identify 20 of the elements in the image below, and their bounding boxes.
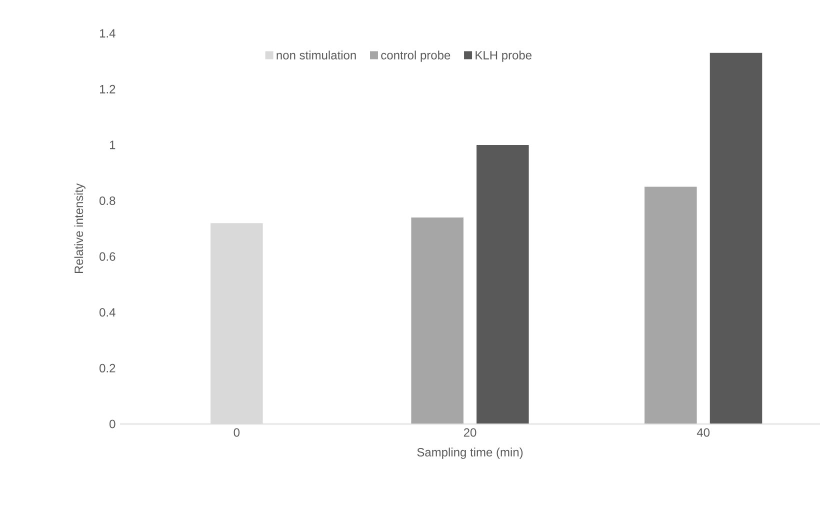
y-tick-label: 0.2 xyxy=(100,364,116,372)
legend-label: control probe xyxy=(381,50,450,62)
bar xyxy=(476,144,529,424)
bar xyxy=(411,217,464,424)
y-tick-label: 0.6 xyxy=(100,252,116,261)
bar xyxy=(644,186,697,424)
y-tick-label: 1.2 xyxy=(100,84,116,94)
y-tick-label: 0.8 xyxy=(100,196,116,206)
y-tick-label: 0 xyxy=(110,420,116,428)
y-tick-label: 1.4 xyxy=(100,29,116,38)
y-tick-label: 0.4 xyxy=(100,308,116,317)
legend-label: non stimulation xyxy=(276,50,356,60)
legend-label: KLH probe xyxy=(476,50,532,62)
x-tick-label: 40 xyxy=(696,428,710,437)
x-axis-title: Sampling time (min) xyxy=(417,448,523,459)
y-tick-label: 1 xyxy=(110,140,116,150)
x-tick-label: 0 xyxy=(234,428,240,437)
x-tick-label: 20 xyxy=(464,428,476,437)
bar xyxy=(710,52,762,424)
y-axis-title: Relative intensity xyxy=(74,183,86,274)
